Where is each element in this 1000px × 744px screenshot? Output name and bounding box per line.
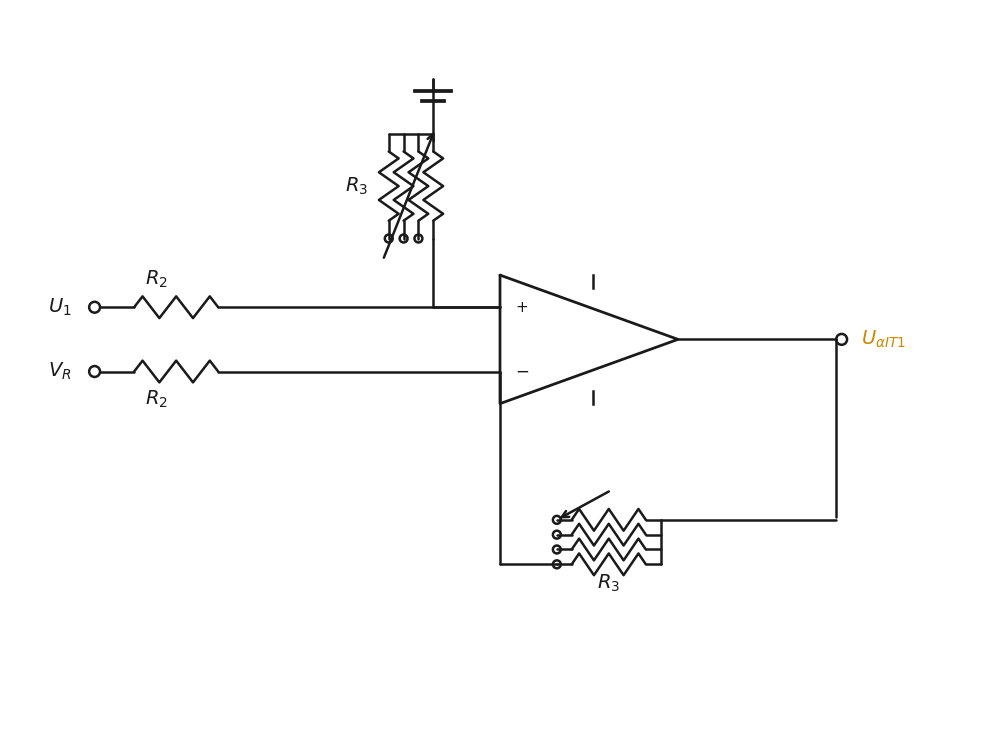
Text: +: + [515, 300, 528, 315]
Text: $R_3$: $R_3$ [345, 176, 368, 196]
Text: $R_3$: $R_3$ [597, 573, 620, 594]
Text: $U_{\alpha IT1}$: $U_{\alpha IT1}$ [861, 329, 906, 350]
Text: $U_1$: $U_1$ [48, 297, 72, 318]
Text: −: − [515, 362, 529, 380]
Text: $V_R$: $V_R$ [48, 361, 72, 382]
Text: $R_2$: $R_2$ [145, 269, 168, 290]
Text: $R_2$: $R_2$ [145, 388, 168, 410]
